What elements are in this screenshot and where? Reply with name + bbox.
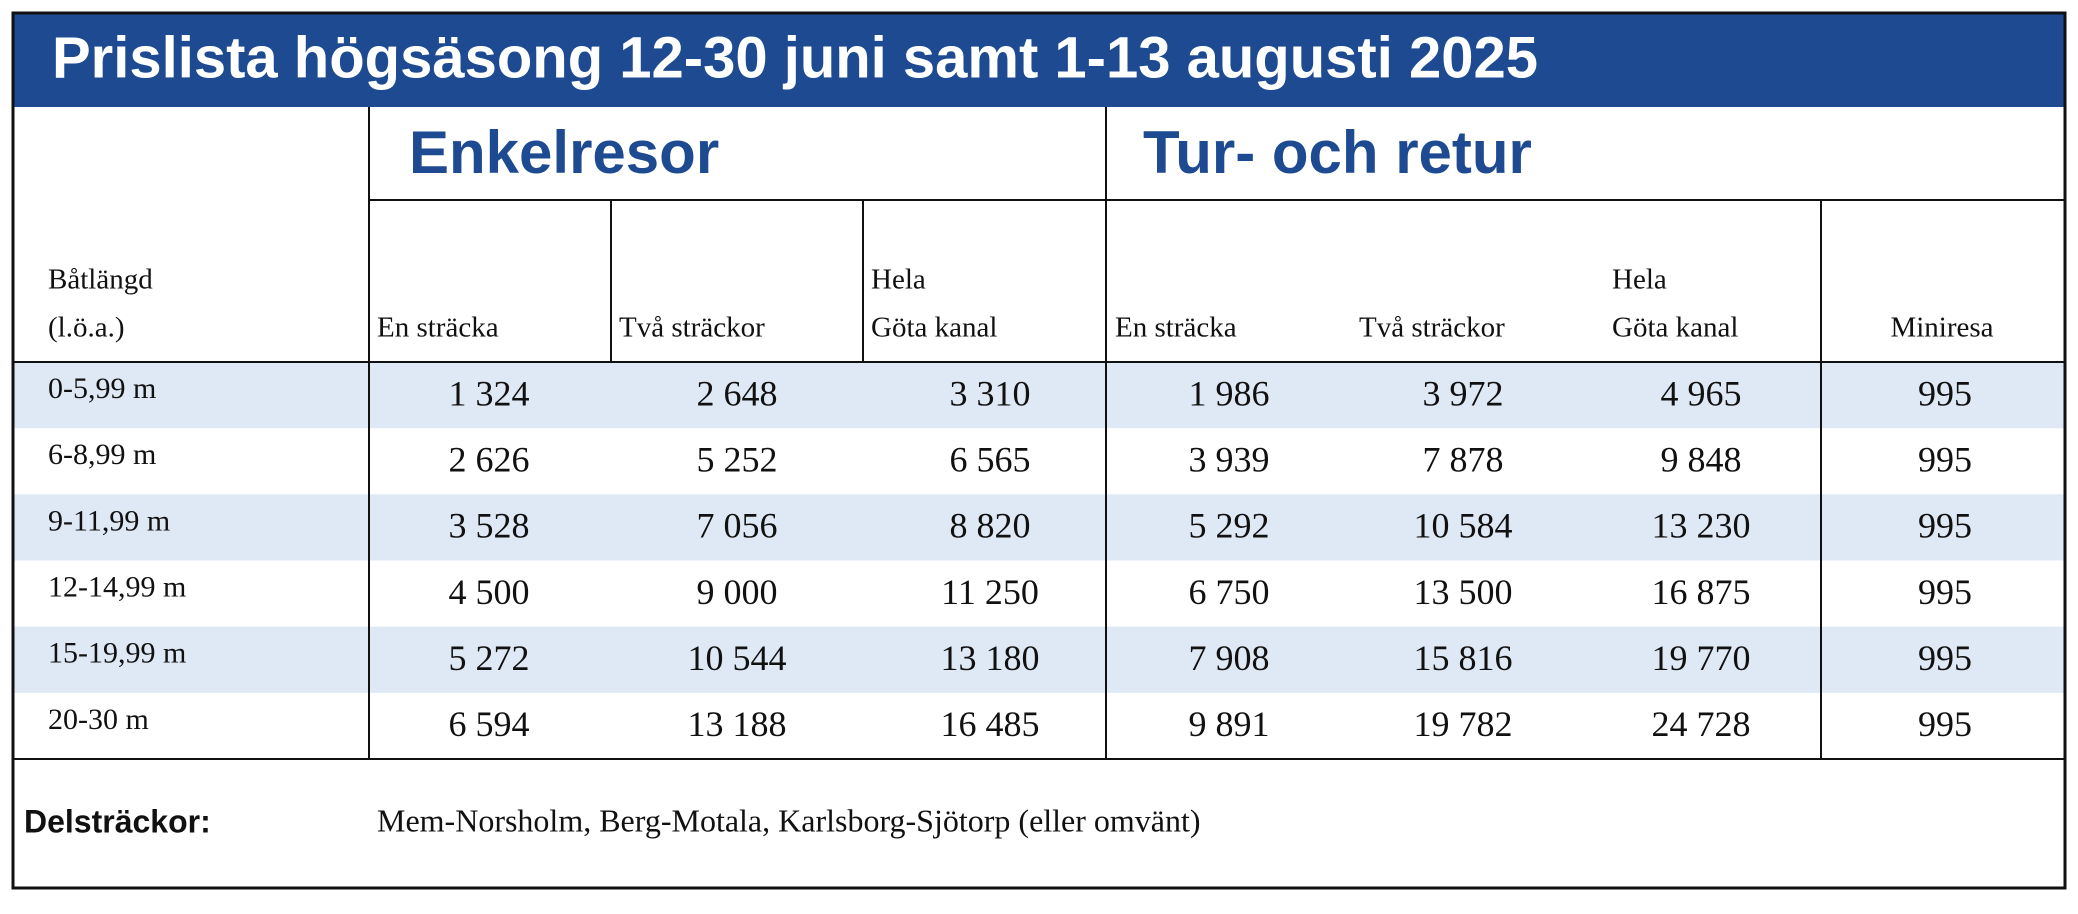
column-header: Två sträckor (1359, 312, 1505, 344)
price-cell: 2 648 (697, 373, 778, 413)
column-header: Miniresa (1890, 312, 1993, 344)
price-cell: 5 272 (449, 638, 530, 678)
price-cell: 1 986 (1189, 373, 1270, 413)
grid (13, 107, 2065, 760)
column-header: Båtlängd (48, 264, 153, 296)
price-cell: 995 (1918, 440, 1972, 480)
price-cell: 995 (1918, 506, 1972, 546)
row-shading (13, 362, 2065, 693)
row-label: 9-11,99 m (48, 504, 170, 537)
price-cell: 4 500 (449, 572, 530, 612)
price-cell: 10 544 (688, 638, 787, 678)
row-band (13, 494, 2065, 561)
price-cell: 3 528 (449, 506, 530, 546)
column-header: En sträcka (377, 312, 499, 344)
price-cell: 19 782 (1414, 704, 1513, 744)
price-cell: 5 292 (1189, 506, 1270, 546)
price-cell: 19 770 (1652, 638, 1751, 678)
price-cell: 13 500 (1414, 572, 1513, 612)
price-cell: 9 000 (697, 572, 778, 612)
price-cell: 2 626 (449, 440, 530, 480)
price-cell: 7 056 (697, 506, 778, 546)
price-cell: 995 (1918, 638, 1972, 678)
price-cell: 3 972 (1423, 373, 1504, 413)
title-bar (13, 13, 2065, 107)
price-cell: 16 485 (941, 704, 1040, 744)
outer-border (11, 11, 2067, 890)
column-header: En sträcka (1115, 312, 1237, 344)
group-heading: Enkelresor (409, 119, 719, 186)
title: Prislista högsäsong 12-30 juni samt 1-13… (52, 25, 1538, 90)
row-band (13, 362, 2065, 429)
price-cell: 13 230 (1652, 506, 1751, 546)
price-cell: 995 (1918, 572, 1972, 612)
column-header: (l.ö.a.) (48, 312, 125, 344)
price-cell: 6 565 (950, 440, 1031, 480)
price-cell: 4 965 (1661, 373, 1742, 413)
footer-label: Delsträckor: (24, 803, 211, 839)
column-header: Göta kanal (1612, 312, 1738, 344)
price-cell: 8 820 (950, 506, 1031, 546)
price-cell: 16 875 (1652, 572, 1751, 612)
price-cell: 6 750 (1189, 572, 1270, 612)
price-cell: 6 594 (449, 704, 530, 744)
row-label: 20-30 m (48, 703, 149, 736)
column-header: Göta kanal (871, 312, 997, 344)
price-cell: 15 816 (1414, 638, 1513, 678)
column-header: Två sträckor (619, 312, 765, 344)
price-cell: 5 252 (697, 440, 778, 480)
row-label: 0-5,99 m (48, 372, 156, 405)
price-cell: 995 (1918, 704, 1972, 744)
column-header: Hela (1612, 264, 1667, 296)
group-heading: Tur- och retur (1143, 119, 1532, 186)
price-cell: 10 584 (1414, 506, 1513, 546)
row-band (13, 626, 2065, 693)
price-cell: 7 908 (1189, 638, 1270, 678)
price-cell: 13 180 (941, 638, 1040, 678)
price-cell: 3 310 (950, 373, 1031, 413)
price-cell: 9 891 (1189, 704, 1270, 744)
price-cell: 7 878 (1423, 440, 1504, 480)
price-cell: 995 (1918, 373, 1972, 413)
column-header: Hela (871, 264, 926, 296)
row-label: 15-19,99 m (48, 637, 186, 670)
price-cell: 24 728 (1652, 704, 1751, 744)
row-label: 12-14,99 m (48, 570, 186, 603)
price-cell: 11 250 (941, 572, 1039, 612)
price-cell: 13 188 (688, 704, 787, 744)
price-cell: 9 848 (1661, 440, 1742, 480)
row-label: 6-8,99 m (48, 438, 156, 471)
footer-text: Mem-Norsholm, Berg-Motala, Karlsborg-Sjö… (377, 802, 1201, 838)
price-cell: 1 324 (449, 373, 530, 413)
price-cell: 3 939 (1189, 440, 1270, 480)
